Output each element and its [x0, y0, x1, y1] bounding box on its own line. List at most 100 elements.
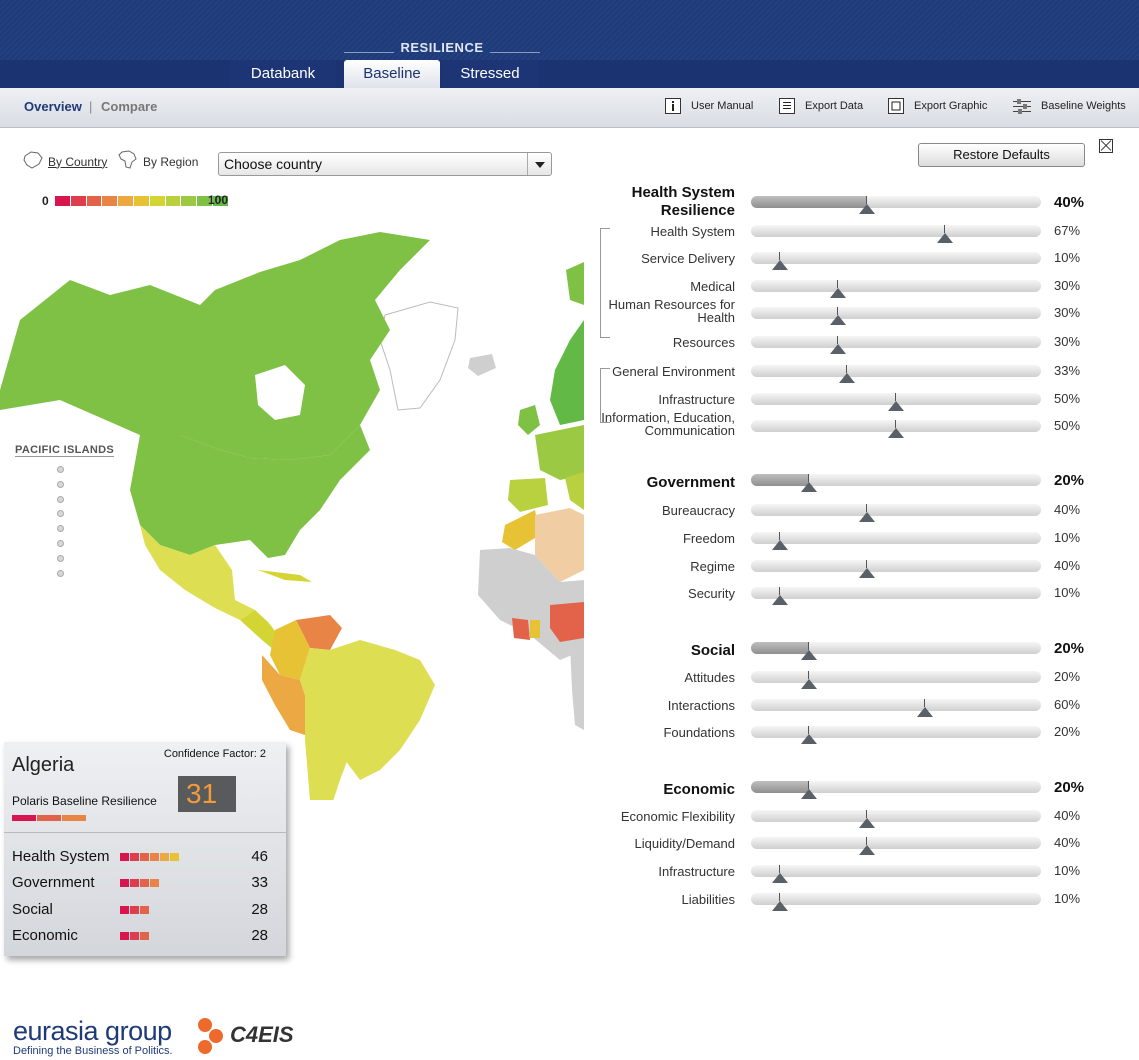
- category-bar-segment: [120, 906, 129, 914]
- weight-slider-handle[interactable]: [772, 252, 788, 270]
- weight-slider-handle[interactable]: [859, 196, 875, 214]
- weight-slider-handle[interactable]: [888, 420, 904, 438]
- category-bar-segment: [130, 906, 139, 914]
- weight-slider-handle[interactable]: [801, 474, 817, 492]
- category-score-bar: [120, 932, 150, 940]
- weight-label: Liquidity/Demand: [634, 836, 735, 851]
- weight-slider-track[interactable]: [751, 642, 1041, 660]
- pacific-island-dot[interactable]: [57, 525, 64, 533]
- baseline-weights-button[interactable]: Baseline Weights: [1013, 97, 1126, 115]
- nav-compare[interactable]: Compare: [101, 99, 158, 114]
- weight-slider-handle[interactable]: [859, 560, 875, 578]
- category-bar-segment: [140, 853, 149, 861]
- weight-subcategory-row: Regime 40%: [590, 554, 1130, 580]
- section-label: RESILIENCE: [344, 40, 540, 55]
- by-region-toggle[interactable]: By Region: [117, 150, 198, 173]
- weight-slider-handle[interactable]: [917, 699, 933, 717]
- weight-slider-handle[interactable]: [859, 810, 875, 828]
- weight-slider-handle[interactable]: [772, 865, 788, 883]
- pacific-island-dot[interactable]: [57, 569, 64, 577]
- weight-slider-track[interactable]: [751, 560, 1041, 578]
- weight-slider-handle[interactable]: [830, 336, 846, 354]
- weight-slider-handle[interactable]: [801, 781, 817, 799]
- category-bar-segment: [140, 906, 149, 914]
- pacific-island-dot[interactable]: [57, 466, 64, 473]
- weight-slider-handle[interactable]: [859, 504, 875, 522]
- weight-slider-handle[interactable]: [772, 532, 788, 550]
- by-country-toggle[interactable]: By Country: [22, 150, 107, 173]
- nav-overview[interactable]: Overview: [24, 99, 82, 114]
- export-graphic-button[interactable]: Export Graphic: [888, 97, 987, 115]
- weight-slider-track[interactable]: [751, 280, 1041, 298]
- pacific-island-dot[interactable]: [57, 554, 64, 562]
- weight-category-row: Economic 20%: [590, 775, 1130, 801]
- map-usa: [130, 425, 370, 558]
- weight-slider-track[interactable]: [751, 532, 1041, 550]
- weight-slider-track[interactable]: [751, 393, 1041, 411]
- world-map[interactable]: [0, 210, 584, 800]
- weight-slider-track[interactable]: [751, 810, 1041, 828]
- pacific-islands-label[interactable]: PACIFIC ISLANDS: [15, 444, 115, 457]
- weight-slider-fill: [751, 196, 867, 208]
- weight-slider-track[interactable]: [751, 865, 1041, 883]
- weight-slider-track[interactable]: [751, 699, 1041, 717]
- weight-slider-track[interactable]: [751, 504, 1041, 522]
- weight-slider-track[interactable]: [751, 671, 1041, 689]
- tab-databank[interactable]: Databank: [230, 60, 336, 88]
- weight-slider-track[interactable]: [751, 225, 1041, 243]
- map-italy: [565, 472, 584, 510]
- category-bar-segment: [150, 879, 159, 887]
- weight-slider-handle[interactable]: [801, 726, 817, 744]
- pacific-island-dot[interactable]: [57, 539, 64, 547]
- map-cote-divoire: [512, 618, 530, 640]
- weight-slider-track[interactable]: [751, 196, 1041, 214]
- weight-slider-handle[interactable]: [859, 837, 875, 855]
- weight-label: Human Resources for Health: [608, 297, 735, 325]
- weight-slider-handle[interactable]: [772, 893, 788, 911]
- weight-label: Medical: [690, 279, 735, 294]
- tab-stressed[interactable]: Stressed: [442, 60, 538, 88]
- weight-slider-track[interactable]: [751, 893, 1041, 911]
- weight-slider-handle[interactable]: [838, 365, 855, 383]
- weight-slider-track[interactable]: [751, 307, 1041, 325]
- weight-slider-track[interactable]: [751, 336, 1041, 354]
- weight-label: Economic: [663, 781, 735, 798]
- category-label: Government: [12, 874, 95, 891]
- weight-slider-track[interactable]: [751, 252, 1041, 270]
- weight-subcategory-row: Resources 30%: [590, 330, 1130, 356]
- user-manual-button[interactable]: User Manual: [665, 97, 753, 115]
- weight-slider-handle[interactable]: [937, 225, 954, 243]
- weight-slider-track[interactable]: [751, 837, 1041, 855]
- weight-slider-fill: [751, 781, 809, 793]
- close-icon[interactable]: [1099, 139, 1113, 153]
- scale-swatch: [86, 196, 102, 206]
- weight-slider-track[interactable]: [751, 726, 1041, 744]
- country-select[interactable]: Choose country: [218, 152, 552, 176]
- weight-slider-track[interactable]: [751, 781, 1041, 799]
- scale-swatch: [55, 196, 70, 206]
- weight-slider-track[interactable]: [751, 365, 1041, 383]
- weight-slider-handle[interactable]: [772, 587, 788, 605]
- region-outline-icon: [117, 150, 139, 173]
- weight-slider-handle[interactable]: [888, 393, 904, 411]
- weight-slider-track[interactable]: [751, 587, 1041, 605]
- weight-slider-handle[interactable]: [801, 642, 817, 660]
- weight-slider-handle[interactable]: [801, 671, 817, 689]
- weight-percent: 20%: [1054, 724, 1081, 739]
- category-score-row: Social 28: [12, 901, 272, 919]
- weight-slider-handle[interactable]: [830, 307, 846, 325]
- nav-separator: |: [89, 99, 93, 114]
- export-data-button[interactable]: Export Data: [779, 97, 863, 115]
- pacific-island-dot[interactable]: [57, 480, 64, 488]
- general-environment-bracket: [600, 368, 610, 423]
- weight-slider-track[interactable]: [751, 474, 1041, 492]
- map-argentina: [305, 665, 360, 800]
- restore-defaults-button[interactable]: Restore Defaults: [918, 143, 1085, 167]
- weight-slider-track[interactable]: [751, 420, 1041, 438]
- weight-label: Economic Flexibility: [620, 809, 735, 824]
- tab-baseline[interactable]: Baseline: [344, 60, 440, 88]
- weight-percent: 40%: [1054, 558, 1081, 573]
- weight-slider-handle[interactable]: [830, 280, 846, 298]
- pacific-island-dot[interactable]: [57, 510, 64, 518]
- pacific-island-dot[interactable]: [57, 495, 64, 503]
